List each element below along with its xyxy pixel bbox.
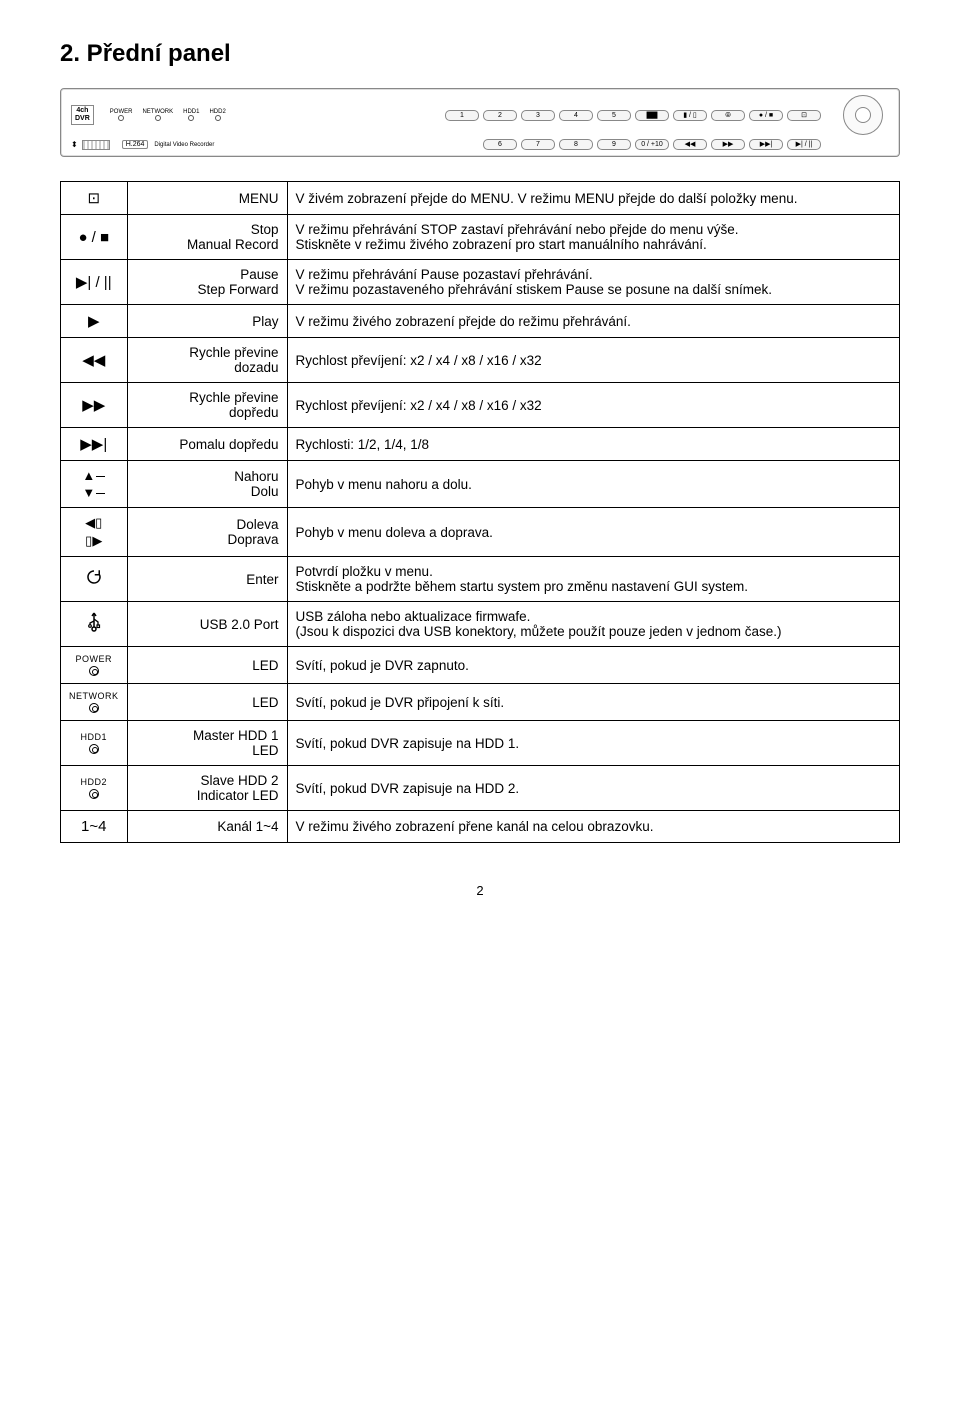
usb-icon [86,611,102,633]
label-cell: Pomalu dopředu [127,428,287,461]
label-cell: Slave HDD 2Indicator LED [127,766,287,811]
icon-cell [61,602,128,647]
icon-cell: POWER [61,647,128,684]
label-cell: LED [127,684,287,721]
icon-cell: ▶ [61,305,128,338]
table-row: ▶▶| Pomalu dopředuRychlosti: 1/2, 1/4, 1/… [61,428,900,461]
table-row: ◀▯▯▶DolevaDopravaPohyb v menu doleva a d… [61,508,900,557]
icon-cell: NETWORK [61,684,128,721]
usb-slot [82,140,110,150]
description-cell: Rychlosti: 1/2, 1/4, 1/8 [287,428,900,461]
table-row: EnterPotvrdí pložku v menu.Stiskněte a p… [61,557,900,602]
description-cell: Svítí, pokud DVR zapisuje na HDD 2. [287,766,900,811]
led-icon: POWER [69,654,119,676]
left-right-icon: ◀▯▯▶ [69,515,119,549]
icon-cell: ◀◀ [61,338,128,383]
icon-cell: HDD1 [61,721,128,766]
front-panel-illustration: 4ch DVR POWERNETWORKHDD1HDD2 12345▇▇▮ / … [60,88,900,157]
table-row: ▶| / || PauseStep ForwardV režimu přehráv… [61,260,900,305]
icon-cell: ● / ■ [61,215,128,260]
table-row: ◀◀ Rychle převinedozaduRychlost převíjení… [61,338,900,383]
device-leds: POWERNETWORKHDD1HDD2 [110,109,226,121]
table-row: HDD1 Master HDD 1LEDSvítí, pokud DVR zapi… [61,721,900,766]
device-dpad [837,95,889,135]
description-cell: V živém zobrazení přejde do MENU. V reži… [287,182,900,215]
icon-cell: ⊡ [61,182,128,215]
description-cell: Rychlost převíjení: x2 / x4 / x8 / x16 /… [287,338,900,383]
label-cell: StopManual Record [127,215,287,260]
glyph-icon: ● / ■ [78,229,109,246]
table-row: ▶ PlayV režimu živého zobrazení přejde do… [61,305,900,338]
glyph-icon: ▶| / || [76,274,112,291]
description-cell: Pohyb v menu nahoru a dolu. [287,461,900,508]
refresh-icon [85,568,103,586]
description-cell: USB záloha nebo aktualizace firmwafe.(Js… [287,602,900,647]
icon-cell: ▶▶ [61,383,128,428]
label-cell: NahoruDolu [127,461,287,508]
label-cell: Enter [127,557,287,602]
label-cell: LED [127,647,287,684]
icon-cell: ▲▼ [61,461,128,508]
page-number: 2 [60,883,900,898]
text-icon: 1~4 [81,818,106,835]
description-cell: V režimu živého zobrazení přejde do reži… [287,305,900,338]
h264-subtitle: Digital Video Recorder [154,142,214,148]
led-icon: NETWORK [69,691,119,713]
glyph-icon: ▶▶| [80,436,107,453]
up-down-icon: ▲▼ [69,468,119,500]
glyph-icon: ◀◀ [82,352,105,369]
table-row: HDD2 Slave HDD 2Indicator LEDSvítí, pokud… [61,766,900,811]
label-cell: Rychle převinedozadu [127,338,287,383]
h264-badge: H.264 [122,140,149,149]
led-icon: HDD1 [69,732,119,754]
icon-cell: ▶| / || [61,260,128,305]
label-cell: Master HDD 1LED [127,721,287,766]
section-heading: 2. Přední panel [60,40,900,68]
device-top-buttons: 12345▇▇▮ / ▯⦾● / ■⊡ [445,110,821,121]
description-cell: V režimu přehrávání Pause pozastaví přeh… [287,260,900,305]
table-row: NETWORK LEDSvítí, pokud je DVR připojení … [61,684,900,721]
icon-cell: ▶▶| [61,428,128,461]
led-icon: HDD2 [69,777,119,799]
label-cell: Kanál 1~4 [127,811,287,843]
glyph-icon: ▶▶ [82,397,105,414]
description-cell: Potvrdí pložku v menu.Stiskněte a podržt… [287,557,900,602]
description-cell: V režimu přehrávání STOP zastaví přehráv… [287,215,900,260]
dvr-badge: 4ch DVR [71,105,94,124]
label-cell: Rychle převinedopředu [127,383,287,428]
usb-device-icon: ⬍ [71,140,78,149]
table-row: ⊡ MENUV živém zobrazení přejde do MENU. V… [61,182,900,215]
label-cell: MENU [127,182,287,215]
table-row: ▲▼NahoruDoluPohyb v menu nahoru a dolu. [61,461,900,508]
table-row: POWER LEDSvítí, pokud je DVR zapnuto. [61,647,900,684]
icon-cell [61,557,128,602]
description-cell: Svítí, pokud je DVR připojení k síti. [287,684,900,721]
label-cell: PauseStep Forward [127,260,287,305]
description-cell: Rychlost převíjení: x2 / x4 / x8 / x16 /… [287,383,900,428]
device-bottom-buttons: 67890 / +10◀◀▶▶▶▶|▶| / || [483,139,821,150]
table-row: ▶▶ Rychle převinedopředuRychlost převíjen… [61,383,900,428]
description-cell: Svítí, pokud DVR zapisuje na HDD 1. [287,721,900,766]
controls-table: ⊡ MENUV živém zobrazení přejde do MENU. V… [60,181,900,843]
label-cell: USB 2.0 Port [127,602,287,647]
icon-cell: HDD2 [61,766,128,811]
table-row: ● / ■ StopManual RecordV režimu přehráván… [61,215,900,260]
label-cell: Play [127,305,287,338]
description-cell: Svítí, pokud je DVR zapnuto. [287,647,900,684]
table-row: USB 2.0 PortUSB záloha nebo aktualizace … [61,602,900,647]
label-cell: DolevaDoprava [127,508,287,557]
description-cell: V režimu živého zobrazení přene kanál na… [287,811,900,843]
icon-cell: 1~4 [61,811,128,843]
icon-cell: ◀▯▯▶ [61,508,128,557]
description-cell: Pohyb v menu doleva a doprava. [287,508,900,557]
glyph-icon: ⊡ [87,190,100,207]
table-row: 1~4 Kanál 1~4V režimu živého zobrazení př… [61,811,900,843]
glyph-icon: ▶ [88,313,100,330]
